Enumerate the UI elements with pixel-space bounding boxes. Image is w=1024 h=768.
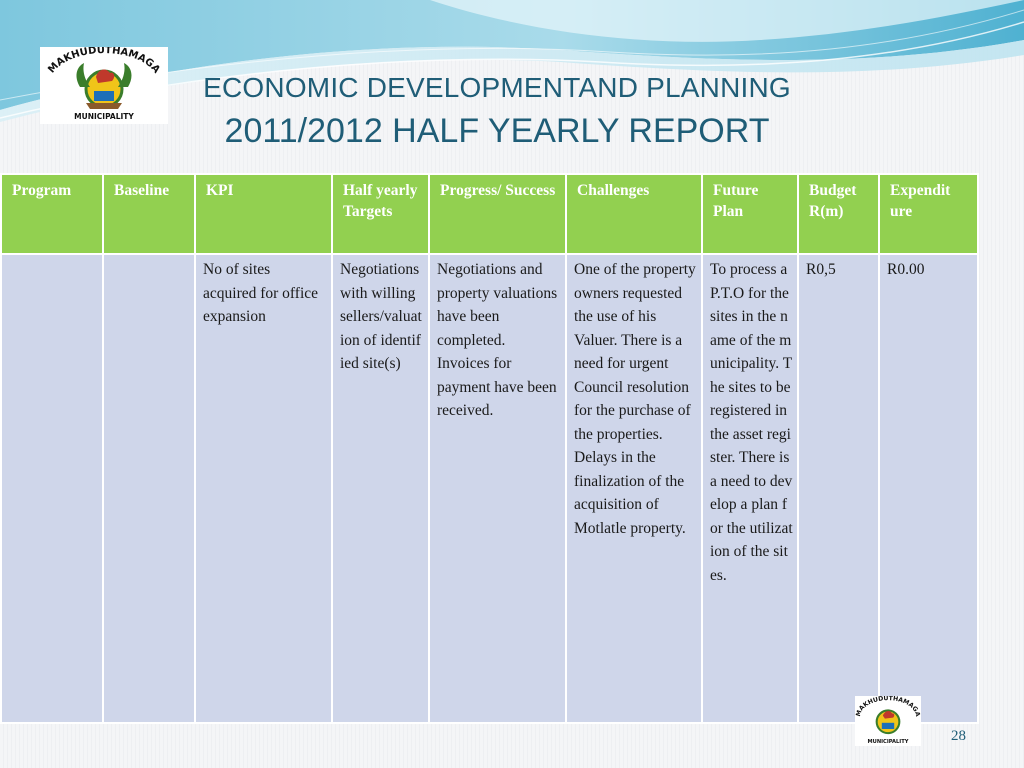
page-number: 28 <box>951 728 966 744</box>
cell-program <box>0 253 104 724</box>
report-table: Program Baseline KPI Half yearly Targets… <box>0 173 979 724</box>
cell-kpi: No of sites acquired for office expansio… <box>194 253 333 724</box>
header-challenges: Challenges <box>565 173 703 255</box>
municipality-logo: MAKHUDUTHAMAGA MUNICIPALITY <box>40 45 168 124</box>
cell-challenges: One of the property owners requested the… <box>565 253 703 724</box>
cell-baseline <box>102 253 196 724</box>
cell-expenditure: R0.00 <box>878 253 979 724</box>
header-program: Program <box>0 173 104 255</box>
header-kpi: KPI <box>194 173 333 255</box>
municipality-crest-icon: MAKHUDUTHAMAGA MUNICIPALITY <box>855 695 921 745</box>
municipality-logo-small: MAKHUDUTHAMAGA MUNICIPALITY <box>855 695 921 746</box>
header-budget: Budget R(m) <box>797 173 880 255</box>
header-progress-success: Progress/ Success <box>428 173 567 255</box>
cell-progress-success: Negotiations and property valuations hav… <box>428 253 567 724</box>
cell-future-plan: To process a P.T.O for the sites in the … <box>701 253 799 724</box>
cell-budget: R0,5 <box>797 253 880 724</box>
table-row: No of sites acquired for office expansio… <box>0 253 979 724</box>
header-half-yearly-targets: Half yearly Targets <box>331 173 430 255</box>
table-header-row: Program Baseline KPI Half yearly Targets… <box>0 173 979 255</box>
header-expenditure: Expendit ure <box>878 173 979 255</box>
page-title-line-2: 2011/2012 HALF YEARLY REPORT <box>224 112 770 150</box>
svg-text:MUNICIPALITY: MUNICIPALITY <box>74 112 134 121</box>
municipality-crest-icon: MAKHUDUTHAMAGA MUNICIPALITY <box>46 45 162 121</box>
header-future-plan: Future Plan <box>701 173 799 255</box>
cell-half-yearly-targets: Negotiations with willing sellers/valuat… <box>331 253 430 724</box>
header-baseline: Baseline <box>102 173 196 255</box>
decorative-wave-banner <box>0 0 1024 122</box>
page-title-line-1: ECONOMIC DEVELOPMENTAND PLANNING <box>203 72 791 103</box>
svg-text:MUNICIPALITY: MUNICIPALITY <box>868 739 909 745</box>
